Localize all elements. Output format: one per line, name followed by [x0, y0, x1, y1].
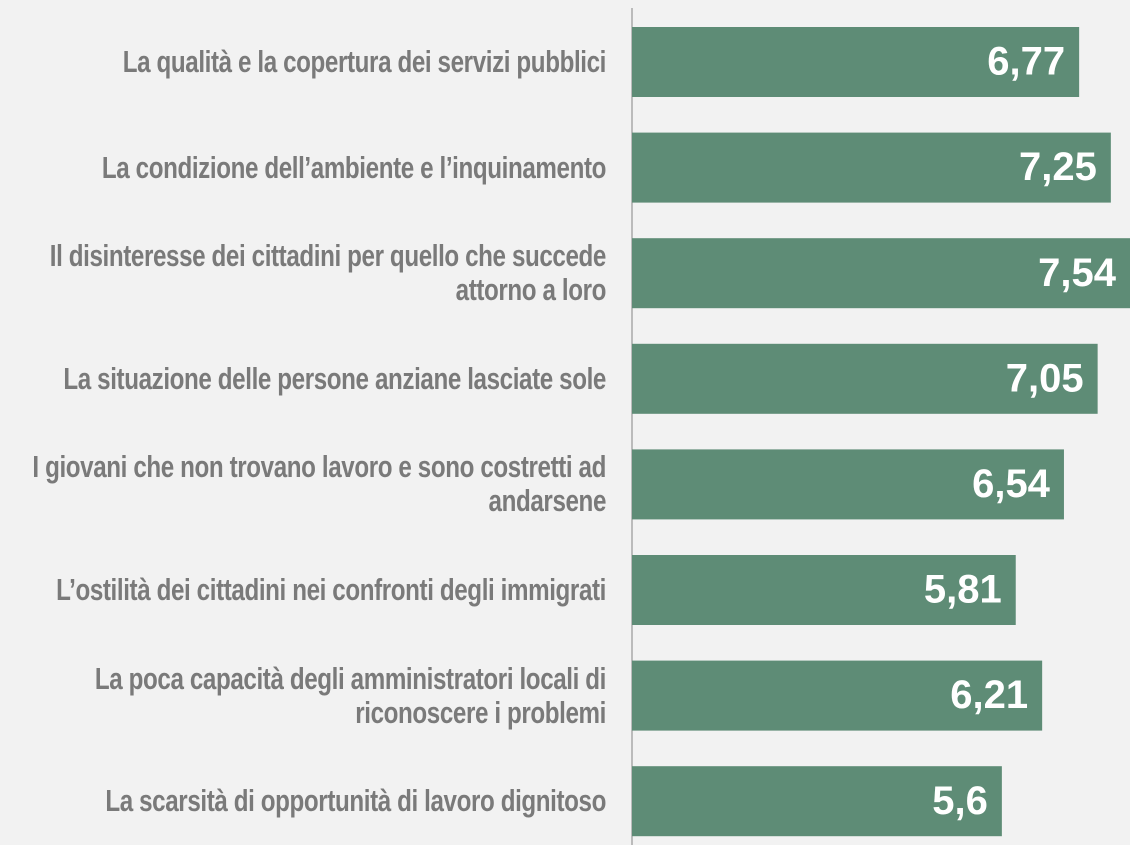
value-label: 5,81: [924, 568, 1002, 612]
category-label: Il disinteresse dei cittadini per quello…: [49, 238, 607, 308]
bar: [632, 238, 1130, 309]
bar: [632, 766, 1002, 837]
bar: [632, 343, 1098, 414]
category-label: La situazione delle persone anziane lasc…: [63, 360, 606, 396]
bar: [632, 555, 1016, 625]
category-label: La poca capacità degli amministratori lo…: [94, 660, 606, 730]
category-label: La scarsità di opportunità di lavoro dig…: [105, 783, 607, 819]
category-label: La qualità e la copertura dei servizi pu…: [122, 44, 607, 79]
bar: [632, 132, 1111, 203]
value-label: 6,21: [950, 673, 1028, 717]
category-label: L’ostilità dei cittadini nei confronti d…: [56, 572, 606, 607]
value-label: 6,77: [987, 40, 1065, 84]
bar: [632, 27, 1080, 97]
value-label: 7,54: [1038, 251, 1117, 295]
bar: [632, 660, 1043, 731]
value-label: 7,05: [1006, 356, 1084, 400]
category-label: I giovani che non trovano lavoro e sono …: [32, 449, 607, 519]
category-label: La condizione dell’ambiente e l’inquinam…: [101, 149, 607, 185]
value-label: 7,25: [1019, 145, 1097, 189]
value-label: 5,6: [932, 779, 988, 823]
bar: [632, 449, 1064, 520]
value-label: 6,54: [972, 462, 1051, 506]
